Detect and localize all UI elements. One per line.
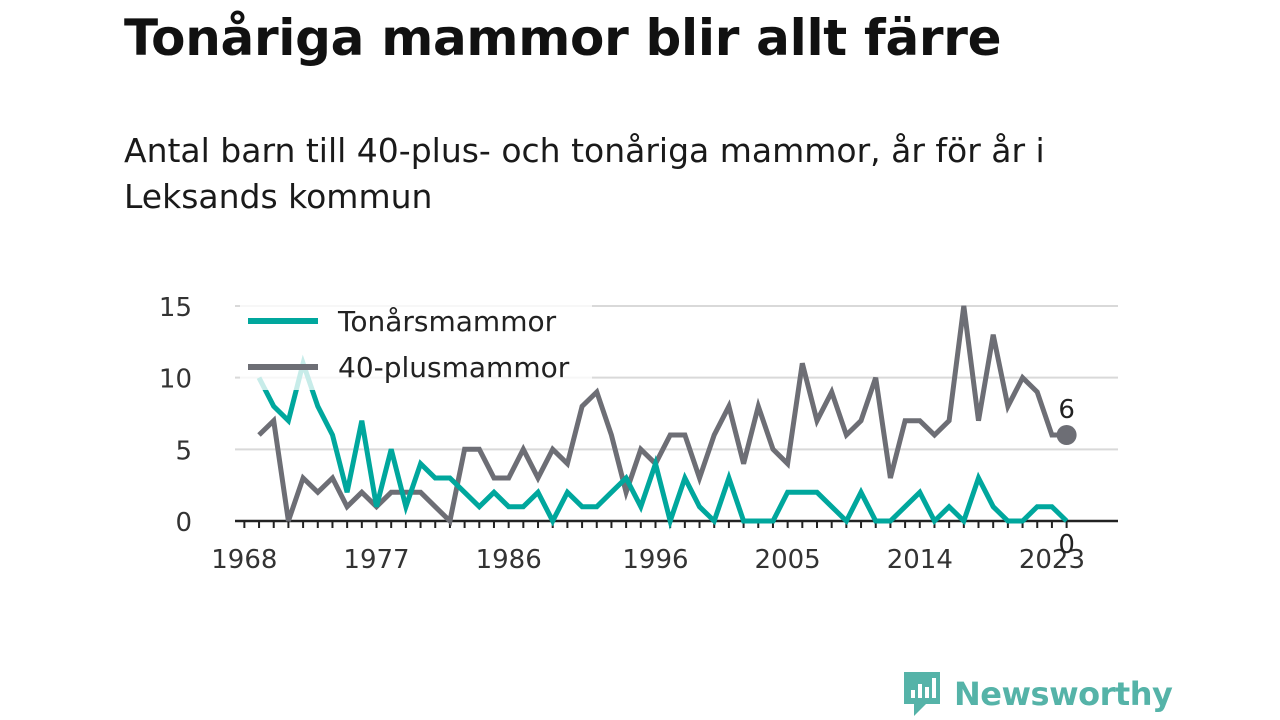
end-value-label: 6 xyxy=(1058,395,1075,425)
legend-background xyxy=(240,296,592,390)
legend-label: 40-plusmammor xyxy=(338,351,570,384)
x-tick-label: 1977 xyxy=(343,545,409,575)
x-tick-label: 1968 xyxy=(211,545,277,575)
legend: Tonårsmammor 40-plusmammor xyxy=(240,296,592,390)
newsworthy-logo-icon xyxy=(904,672,940,716)
end-value-label: 0 xyxy=(1058,530,1075,560)
axis-layer: 0 5 10 15 1968 1977 1986 1996 2005 2014 2023 xyxy=(159,293,1118,575)
x-tick-label: 2014 xyxy=(887,545,953,575)
legend-label: Tonårsmammor xyxy=(337,305,557,338)
y-tick-label: 15 xyxy=(159,293,192,323)
x-tick-label: 1986 xyxy=(476,545,542,575)
brand-name: Newsworthy xyxy=(954,675,1173,713)
x-tick-label: 2023 xyxy=(1019,545,1085,575)
chart-subtitle: Antal barn till 40-plus- och tonåriga ma… xyxy=(124,131,1045,216)
end-labels: 60 xyxy=(1056,395,1077,560)
x-tick-label: 2005 xyxy=(755,545,821,575)
brand-logo: Newsworthy xyxy=(900,668,1173,720)
series-line-tonarsmammor xyxy=(256,354,1069,530)
series-layer xyxy=(256,305,1069,530)
series-line-40-plusmammor xyxy=(257,305,1067,526)
y-tick-label: 5 xyxy=(175,436,192,466)
x-tick-label: 1996 xyxy=(622,545,688,575)
end-point-marker xyxy=(1056,425,1077,445)
y-tick-label: 0 xyxy=(175,508,192,538)
chart-title: Tonåriga mammor blir allt färre xyxy=(124,9,1002,67)
y-tick-label: 10 xyxy=(159,365,192,395)
